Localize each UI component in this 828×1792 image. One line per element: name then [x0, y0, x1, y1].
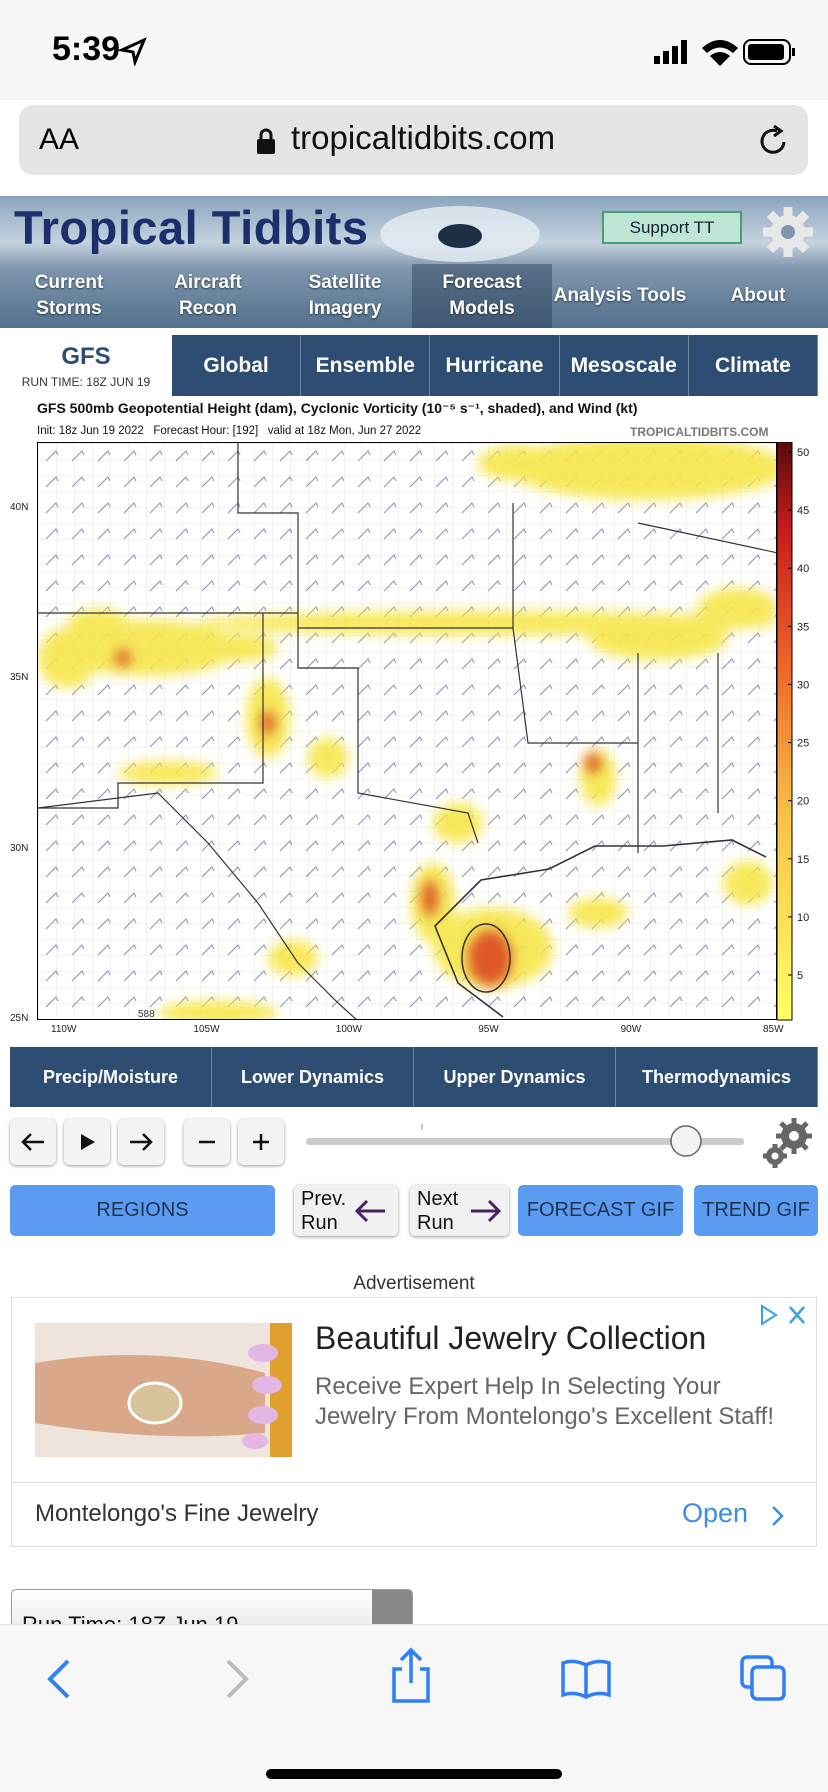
colorbar-label: 15 [797, 854, 809, 866]
forward-nav-icon[interactable] [216, 1655, 256, 1703]
clock: 5:39 [52, 30, 121, 68]
trend-gif-button[interactable]: TREND GIF [694, 1185, 818, 1236]
category-tab[interactable]: Precip/Moisture [10, 1047, 212, 1107]
zoom-in-button[interactable] [238, 1119, 284, 1165]
advertiser: Montelongo's Fine Jewelry [35, 1500, 319, 1527]
divider [12, 1482, 816, 1483]
status-bar: 5:39 [0, 0, 828, 100]
hurricane-image [380, 206, 540, 262]
map-subtitle: Init: 18z Jun 19 2022 Forecast Hour: [19… [37, 425, 422, 437]
forecast-gif-button[interactable]: FORECAST GIF [518, 1185, 683, 1236]
model-tab[interactable]: Mesoscale [559, 335, 689, 396]
colorbar-label: 20 [797, 796, 809, 808]
time-slider[interactable] [302, 1120, 746, 1164]
bookmarks-icon[interactable] [560, 1657, 612, 1701]
run-time: RUN TIME: 18Z JUN 19 [21, 375, 151, 389]
borders [38, 443, 776, 1019]
colorbar-label: 10 [797, 912, 809, 924]
lat-label: 30N [10, 842, 29, 854]
ad-label: Advertisement [353, 1273, 475, 1294]
lon-label: 95W [478, 1024, 499, 1035]
prev-run-label: Prev. Run [301, 1187, 347, 1234]
category-tab[interactable]: Upper Dynamics [414, 1047, 616, 1107]
nav-item[interactable]: Aircraft Recon [174, 272, 242, 319]
browser-toolbar [0, 1624, 828, 1792]
model-tab[interactable]: Ensemble [301, 335, 431, 396]
back-nav-icon[interactable] [40, 1655, 80, 1703]
vorticity-shading [38, 443, 776, 1019]
colorbar-label: 45 [797, 505, 809, 517]
model-tab[interactable]: Hurricane [430, 335, 560, 396]
model-label: GFS RUN TIME: 18Z JUN 19 [0, 335, 172, 396]
model-tab[interactable]: Global [172, 335, 302, 396]
lon-label: 90W [620, 1024, 642, 1035]
colorbar: 50 45 40 35 30 25 20 15 10 5 [777, 442, 809, 1021]
url[interactable]: tropicaltidbits.com [291, 119, 556, 156]
logo[interactable]: Tropical Tidbits [14, 201, 369, 254]
lon-label: 100W [335, 1024, 362, 1035]
status-icons [654, 39, 795, 66]
site-header: Tropical Tidbits Support TT Current Stor… [0, 196, 828, 328]
zoom-out-button[interactable] [184, 1119, 230, 1165]
next-run-label: Next Run [417, 1187, 459, 1234]
ad-choices-icon[interactable] [756, 1302, 812, 1328]
forward-button[interactable] [118, 1119, 164, 1165]
settings-icon[interactable] [760, 204, 816, 260]
lon-label: 85W [763, 1024, 784, 1035]
model-tab[interactable]: Climate [688, 335, 818, 396]
contour-label: 588 [138, 1009, 155, 1020]
category-tab[interactable]: Thermodynamics [616, 1047, 818, 1107]
address-bar[interactable]: AA tropicaltidbits.com [19, 105, 808, 175]
home-indicator [266, 1769, 562, 1779]
lat-label: 35N [10, 672, 29, 684]
watermark: TROPICALTIDBITS.COM [630, 425, 769, 439]
lat-label: 25N [10, 1013, 29, 1024]
chevron-icon [772, 1506, 784, 1526]
ad-image [35, 1323, 292, 1457]
lock-icon [257, 128, 275, 154]
nav-item[interactable]: Current Storms [34, 272, 104, 319]
text-size-button[interactable]: AA [39, 123, 80, 156]
lon-label: 110W [51, 1024, 77, 1035]
back-button[interactable] [10, 1119, 56, 1165]
tabs-icon[interactable] [738, 1653, 788, 1703]
arrow-icon [471, 1199, 502, 1222]
forecast-map: 588 [37, 442, 777, 1020]
arrow-icon [354, 1199, 385, 1222]
lon-label: 105W [193, 1024, 220, 1035]
ad-cta[interactable]: Open [682, 1498, 749, 1528]
location-icon [118, 37, 147, 66]
colorbar-label: 25 [797, 738, 809, 750]
ad-body: Receive Expert Help In Selecting Your Je… [315, 1373, 774, 1430]
animation-settings-icon[interactable] [760, 1116, 816, 1170]
colorbar-label: 30 [797, 679, 809, 691]
nav-item[interactable]: Forecast Models [412, 264, 552, 328]
play-button[interactable] [64, 1119, 110, 1165]
ad-title[interactable]: Beautiful Jewelry Collection [315, 1320, 707, 1356]
ad-box[interactable]: Beautiful Jewelry Collection Receive Exp… [11, 1297, 817, 1547]
colorbar-label: 50 [797, 447, 809, 459]
colorbar-label: 5 [797, 970, 803, 982]
next-run-button[interactable]: Next Run [410, 1185, 509, 1236]
nav-item[interactable]: About [730, 285, 786, 306]
support-button[interactable]: Support TT [602, 211, 742, 244]
reload-icon[interactable] [757, 125, 791, 159]
model-name: GFS [61, 343, 111, 370]
colorbar-label: 40 [797, 563, 809, 575]
nav-item[interactable]: Analysis Tools [553, 285, 687, 306]
map-title: GFS 500mb Geopotential Height (dam), Cyc… [37, 400, 638, 416]
prev-run-button[interactable]: Prev. Run [294, 1185, 398, 1236]
share-icon[interactable] [388, 1647, 434, 1705]
regions-button[interactable]: REGIONS [10, 1185, 275, 1236]
nav-item[interactable]: Satellite Imagery [308, 272, 382, 319]
lat-label: 40N [10, 502, 29, 513]
category-tab[interactable]: Lower Dynamics [212, 1047, 414, 1107]
colorbar-label: 35 [797, 621, 809, 633]
